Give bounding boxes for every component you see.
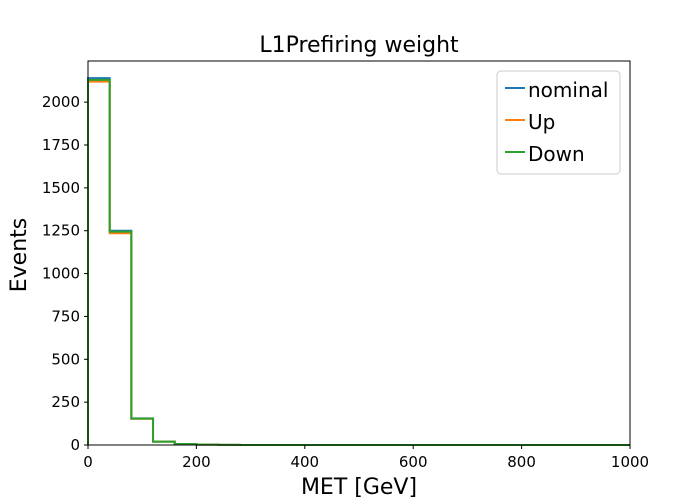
y-tick-label: 1000 (42, 265, 80, 283)
x-tick-label: 200 (182, 453, 211, 471)
legend: nominal Up Down (496, 70, 621, 175)
legend-label-down: Down (528, 142, 585, 166)
legend-box (496, 70, 621, 175)
x-tick-label: 400 (290, 453, 319, 471)
x-tick-label: 800 (507, 453, 536, 471)
y-tick-label: 750 (51, 307, 80, 325)
y-axis-label: Events (7, 218, 32, 293)
y-tick-label: 1750 (42, 136, 80, 154)
plot-area: 0 200 400 600 800 1000 0 250 500 750 1000 1250 1500 1… (42, 60, 649, 471)
x-tick-label: 600 (399, 453, 428, 471)
legend-label-nominal: nominal (528, 78, 608, 102)
y-tick-label: 2000 (42, 93, 80, 111)
y-tick-label: 1500 (42, 179, 80, 197)
y-tick-label: 500 (51, 350, 80, 368)
legend-label-up: Up (528, 110, 555, 134)
x-axis-label: MET [GeV] (301, 475, 417, 500)
y-tick-label: 0 (70, 436, 80, 454)
y-tick-label: 1250 (42, 222, 80, 240)
x-tick-label: 1000 (611, 453, 649, 471)
chart-title: L1Prefiring weight (259, 33, 459, 58)
x-tick-label: 0 (83, 453, 93, 471)
y-tick-label: 250 (51, 393, 80, 411)
axes-frame (87, 60, 631, 446)
